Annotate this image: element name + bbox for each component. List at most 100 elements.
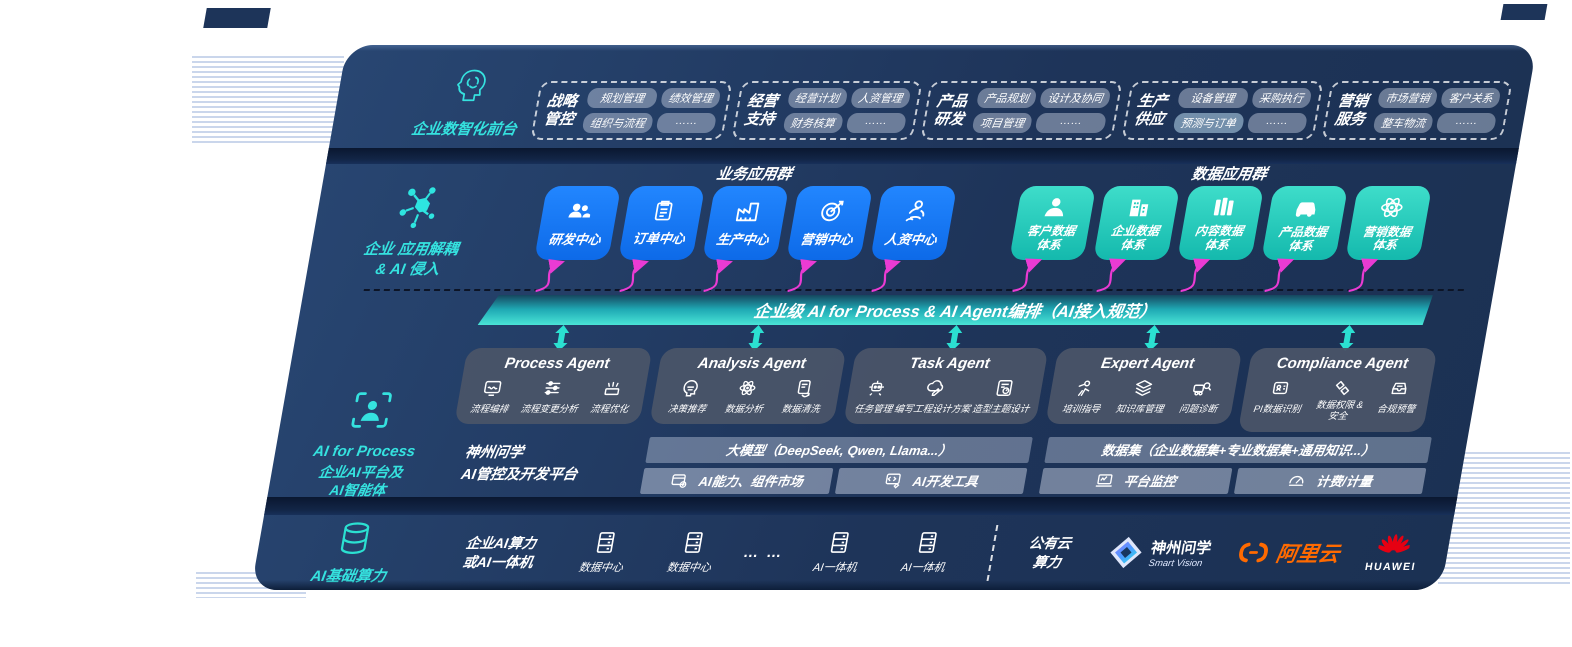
card-label: 内容数据体系 [1193,224,1245,252]
front-chip: …… [655,113,718,133]
clipboard-icon [650,199,678,223]
front-chip: 组织与流程 [581,113,655,133]
atom-small-icon [736,378,760,398]
platform-label-line1: 神州问学 [463,445,525,462]
atom-icon [1376,194,1408,221]
ai-platform-label: AI for Process 企业AI平台及 AI智能体 [281,390,450,499]
card-order-center: 订单中心 [618,186,706,260]
hr-people-icon [900,198,931,224]
cell-label: AI开发工具 [911,474,980,489]
node-label: 数据中心 [577,562,624,574]
cell-label: 平台监控 [1122,474,1178,489]
orchestration-banner-text: 企业级 AI for Process & AI Agent编排（AI接入规范） [752,303,1158,321]
agent-title: Expert Agent [1099,355,1196,372]
card-label: 客户数据体系 [1025,224,1077,252]
huawei-name: HUAWEI [1364,560,1418,573]
ellipsis: … … [741,544,786,561]
front-group-operation: 经营支持 经营计划 人资管理 财务核算 …… [730,81,923,140]
double-arrow-icon [748,325,765,351]
front-chip: …… [1245,113,1308,133]
node-ai-appliance: AI一体机 [794,530,882,575]
agent-column: Analysis Agent 决策推荐 数据分析 数据清洗 [648,325,852,432]
front-groups-row: 战略管控 规划管理 绩效管理 组织与流程 …… 经营支持 经营计划 人资管理 财… [530,81,1513,140]
car-icon [1291,193,1324,221]
cell-label: 计费/计量 [1315,474,1374,489]
factory-icon [732,198,763,224]
books-icon [1208,194,1239,220]
agent-item-label: 合规预警 [1376,404,1417,415]
scan-person-icon [348,390,395,430]
server-icon [825,530,854,555]
cell-platform-monitor: 平台监控 [1038,467,1233,494]
business-cards-row: 研发中心 订单中心 生产中心 营销中心 人资中心 [534,186,958,260]
agent-card-expert: Expert Agent 培训指导 知识库管理 问题诊断 [1044,348,1243,424]
front-chip: 设备管理 [1176,88,1249,108]
front-chip: 整车物流 [1372,113,1435,133]
dashed-vertical-divider [986,524,999,581]
id-card-icon [1269,378,1293,398]
card-marketing-center: 营销中心 [786,186,874,260]
agent-card-compliance: Compliance Agent PI数据识别 数据权限 & 安全 合规预警 [1238,348,1438,432]
node-label: AI一体机 [812,562,858,574]
layer-edge [254,497,1468,515]
target-icon [816,198,847,224]
agent-item-label: 培训指导 [1061,404,1102,415]
infra-band: AI基础算力 企业AI算力 或AI一体机 数据中心 数据中心 … … AI一体机 [251,515,1454,590]
dev-tools-icon [882,471,904,490]
diagnose-icon [1190,378,1214,398]
sliders-icon [541,378,565,398]
agent-item-label: 决策推荐 [666,404,707,415]
huawei-fan-icon [1376,533,1412,560]
market-icon [668,471,690,490]
agent-card-process: Process Agent 流程编排 流程变更分析 流程优化 [454,348,653,424]
agent-item-label: 任务管理 [853,404,894,415]
public-cloud-line2: 算力 [1031,553,1063,570]
node-ai-appliance: AI一体机 [882,530,970,575]
app-decouple-label: 企业 应用解耦 & AI 侵入 [330,185,497,281]
front-group-strategy: 战略管控 规划管理 绩效管理 组织与流程 …… [530,81,733,140]
model-bar: 大模型（DeepSeek, Qwen, Llama...） [645,436,1033,463]
front-chip: 经营计划 [786,88,848,108]
cell-billing: 计费/计量 [1233,467,1427,494]
agent-card-task: Task Agent 任务管理 编写工程设计方案 造型主题设计 [843,348,1049,424]
agent-item-label: 编写工程设计方案 [893,404,972,415]
agent-column: Compliance Agent PI数据识别 数据权限 & 安全 合规预警 [1238,325,1442,432]
laptop-chart-icon [1093,471,1115,490]
double-arrow-icon [1144,325,1161,351]
ai-label-line2: 企业AI平台及 [317,464,405,480]
agent-title: Analysis Agent [696,355,808,372]
agent-column: Expert Agent 培训指导 知识库管理 问题诊断 [1043,325,1247,432]
front-chip: 客户关系 [1439,88,1502,108]
alicloud-name: 阿里云 [1274,542,1342,566]
head-brain-icon [447,67,496,109]
front-office-label-text: 企业数智化前台 [410,121,519,138]
node-label: 数据中心 [665,562,712,574]
team-icon [564,198,595,224]
agent-item-label: 数据权限 & 安全 [1315,400,1364,422]
double-arrow-icon [1339,325,1355,351]
monitor-wave-icon [481,378,505,398]
card-label: 生产中心 [715,232,771,247]
front-group-product: 产品研发 产品规划 设计及协同 项目管理 …… [920,81,1123,140]
front-chip: …… [1435,113,1498,133]
agent-column: Task Agent 任务管理 编写工程设计方案 造型主题设计 [842,325,1052,432]
infra-label-text: AI基础算力 [309,567,388,585]
alert-tray-icon [1388,378,1412,398]
decor-block-topleft [203,8,271,28]
front-chip: 人资管理 [849,88,911,108]
app-decouple-line2: & AI 侵入 [374,261,441,279]
card-label: 研发中心 [547,232,603,247]
front-group-title: 生产供应 [1132,92,1170,128]
data-group-title: 数据应用群 [1190,166,1269,183]
doc-refresh-icon [793,378,817,398]
agent-item-label: 流程优化 [589,404,630,415]
front-chip: 设计及协同 [1038,88,1112,108]
card-label: 人资中心 [883,232,939,247]
node-label: AI一体机 [900,562,946,574]
agent-item-label: 造型主题设计 [971,404,1031,415]
card-product-data: 产品数据体系 [1261,186,1349,260]
cloud-pen-icon [924,378,948,398]
compute-line2: 或AI一体机 [461,553,535,570]
public-cloud-line1: 公有云 [1027,534,1073,551]
